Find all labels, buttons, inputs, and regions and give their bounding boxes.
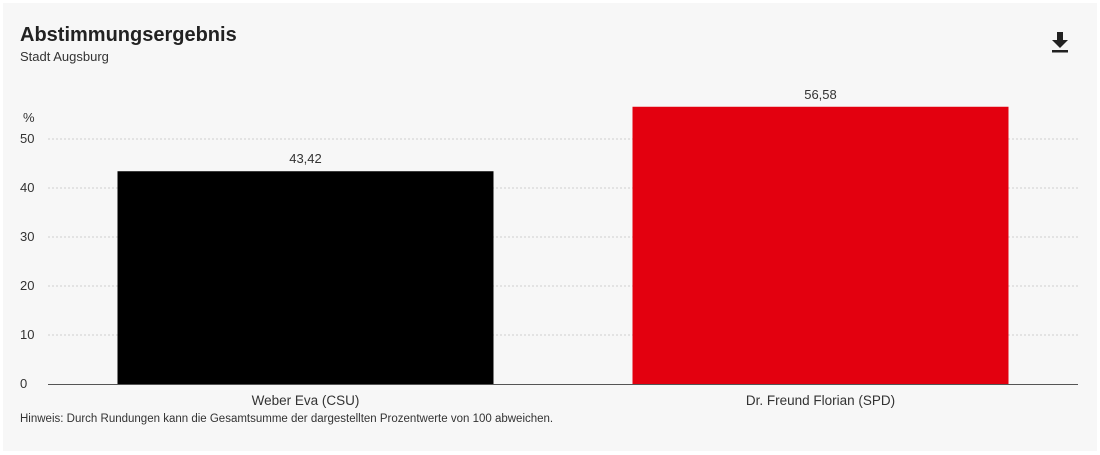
x-category-label: Weber Eva (CSU) [252, 393, 360, 408]
rounding-note: Hinweis: Durch Rundungen kann die Gesamt… [20, 413, 554, 425]
chart-title: Abstimmungsergebnis [20, 24, 237, 46]
x-category-label: Dr. Freund Florian (SPD) [746, 393, 895, 408]
bar[interactable] [117, 171, 494, 384]
bar[interactable] [632, 106, 1009, 385]
y-tick-label: 20 [20, 278, 34, 293]
chart-card: Abstimmungsergebnis Stadt Augsburg 0 10 20… [3, 3, 1097, 451]
y-tick-label: 50 [20, 131, 34, 146]
chart-subtitle: Stadt Augsburg [20, 49, 109, 64]
bar-value-label: 56,58 [804, 87, 837, 102]
y-tick-label: 30 [20, 229, 34, 244]
y-tick-label: 0 [20, 376, 27, 391]
y-axis-unit-label: % [23, 110, 35, 125]
y-tick-label: 10 [20, 327, 34, 342]
y-tick-label: 40 [20, 180, 34, 195]
bar-value-label: 43,42 [289, 151, 322, 166]
bar-chart: 0 10 20 30 40 50% 43,42 Weber Eva (CSU) 56,58 Dr.… [20, 87, 1078, 408]
download-icon[interactable] [1049, 30, 1071, 54]
